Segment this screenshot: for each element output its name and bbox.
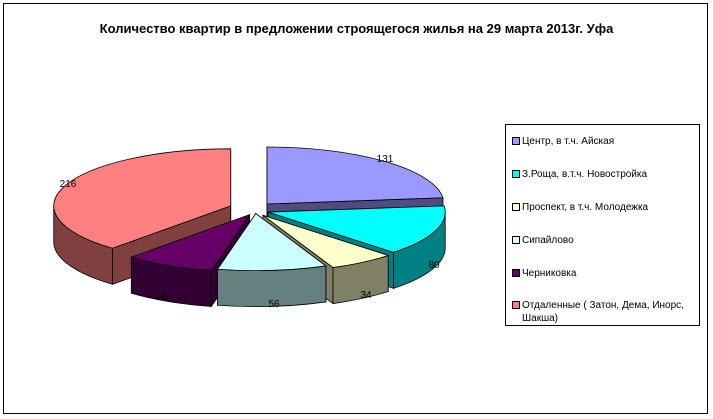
legend-label: Отдаленные ( Затон, Дема, Инорс, Шакша) (522, 300, 684, 324)
pie-slice-3 (216, 212, 327, 307)
legend-label: Проспект, в т.ч. Молодежка (522, 202, 649, 213)
data-label-1: 80 (428, 260, 440, 271)
legend-label: Черниковка (522, 268, 577, 279)
pie-slice-4 (130, 213, 251, 308)
chart-title: Количество квартир в предложении строяще… (99, 21, 614, 36)
legend: Центр, в т.ч. Айская З.Роща, в.т.ч. Новос… (505, 124, 700, 326)
legend-label: З.Роща, в.т.ч. Новостройка (522, 169, 648, 180)
data-label-0: 131 (377, 154, 394, 165)
legend-swatch (512, 170, 520, 178)
data-label-4: 46 (156, 292, 168, 303)
data-label-5: 216 (60, 179, 77, 190)
legend-swatch (512, 269, 520, 277)
legend-swatch (512, 236, 520, 244)
data-label-3: 56 (268, 299, 280, 310)
legend-swatch (512, 203, 520, 211)
data-label-2: 34 (360, 290, 372, 301)
legend-swatch (512, 137, 520, 145)
legend-label: Центр, в т.ч. Айская (522, 136, 615, 147)
legend-swatch (512, 301, 520, 309)
legend-label: Сипайлово (522, 235, 574, 246)
